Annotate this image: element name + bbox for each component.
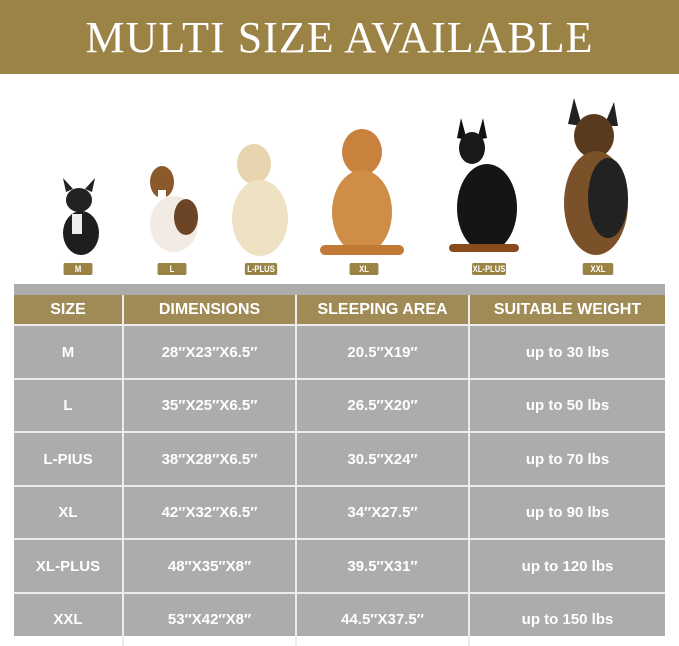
header-dimensions: DIMENSIONS [124, 295, 297, 324]
size-tag-l-plus: L-PLUS [244, 263, 278, 275]
cell-suitable-weight: up to 30 lbs [525, 343, 610, 361]
title-banner: MULTI SIZE AVAILABLE [0, 0, 679, 74]
cell-dimensions: 35″X25″X6.5″ [124, 379, 297, 432]
cell-suitable-weight: up to 70 lbs [525, 450, 610, 468]
beagle-icon [150, 166, 198, 252]
table-row: L-PIUS 38″X28″X6.5″ 30.5″X24″ up to 70 lbs [14, 431, 665, 485]
cell-suitable-weight: up to 150 lbs [521, 611, 614, 628]
banner-title: MULTI SIZE AVAILABLE [85, 12, 594, 62]
cell-sleeping-area: 39.5″X31″ [297, 540, 470, 592]
cell-sleeping-area: 30.5″X24″ [297, 433, 470, 485]
cell-sleeping-area: 20.5″X19″ [297, 326, 470, 378]
cell-suitable-weight: up to 50 lbs [525, 397, 610, 414]
cell-suitable-weight: up to 120 lbs [521, 557, 614, 575]
header-suitable-weight: SUITABLE WEIGHT [493, 300, 642, 318]
cell-sleeping-area: 26.5″X20″ [297, 379, 470, 432]
size-chart-table: SIZE DIMENSIONS SLEEPING AREA SUITABLE W… [14, 284, 665, 646]
cell-suitable-weight: up to 90 lbs [525, 504, 610, 521]
table-row: M 28″X23″X6.5″ 20.5″X19″ up to 30 lbs [14, 324, 665, 378]
table-row: XXL 53″X42″X8″ 44.5″X37.5″ up to 150 lbs [14, 591, 665, 646]
size-tag-xxl: XXL [582, 263, 614, 275]
cell-sleeping-area: 34″X27.5″ [297, 486, 470, 539]
table-row: L 35″X25″X6.5″ 26.5″X20″ up to 50 lbs [14, 377, 665, 432]
cell-size: M [14, 326, 124, 378]
cell-size: XXL [14, 593, 124, 646]
cell-dimensions: 53″X42″X8″ [124, 593, 297, 646]
table-header-row: SIZE DIMENSIONS SLEEPING AREA SUITABLE W… [14, 295, 665, 324]
cell-size: L-PIUS [14, 433, 124, 485]
cell-dimensions: 38″X28″X6.5″ [124, 433, 297, 485]
table-row: XL-PLUS 48″X35″X8″ 39.5″X31″ up to 120 lbs [14, 538, 665, 592]
size-tag-l: L [157, 263, 187, 275]
labrador-icon [232, 144, 288, 256]
golden-retriever-icon [320, 129, 404, 255]
cell-size: XL [14, 486, 124, 539]
cell-dimensions: 48″X35″X8″ [124, 540, 297, 592]
doberman-icon [449, 118, 519, 252]
cell-sleeping-area: 44.5″X37.5″ [297, 593, 470, 646]
cell-dimensions: 42″X32″X6.5″ [124, 486, 297, 539]
size-tag-xl-plus: XL-PLUS [472, 263, 506, 275]
cell-dimensions: 28″X23″X6.5″ [124, 326, 297, 378]
size-tag-xl: XL [349, 263, 379, 275]
cell-size: L [14, 379, 124, 432]
german-shepherd-icon [564, 98, 628, 255]
size-tag-m: M [63, 263, 93, 275]
table-row: XL 42″X32″X6.5″ 34″X27.5″ up to 90 lbs [14, 484, 665, 539]
header-sleeping-area: SLEEPING AREA [297, 295, 470, 324]
french-bulldog-icon [63, 178, 99, 255]
cell-size: XL-PLUS [14, 540, 124, 592]
header-size: SIZE [14, 295, 124, 324]
